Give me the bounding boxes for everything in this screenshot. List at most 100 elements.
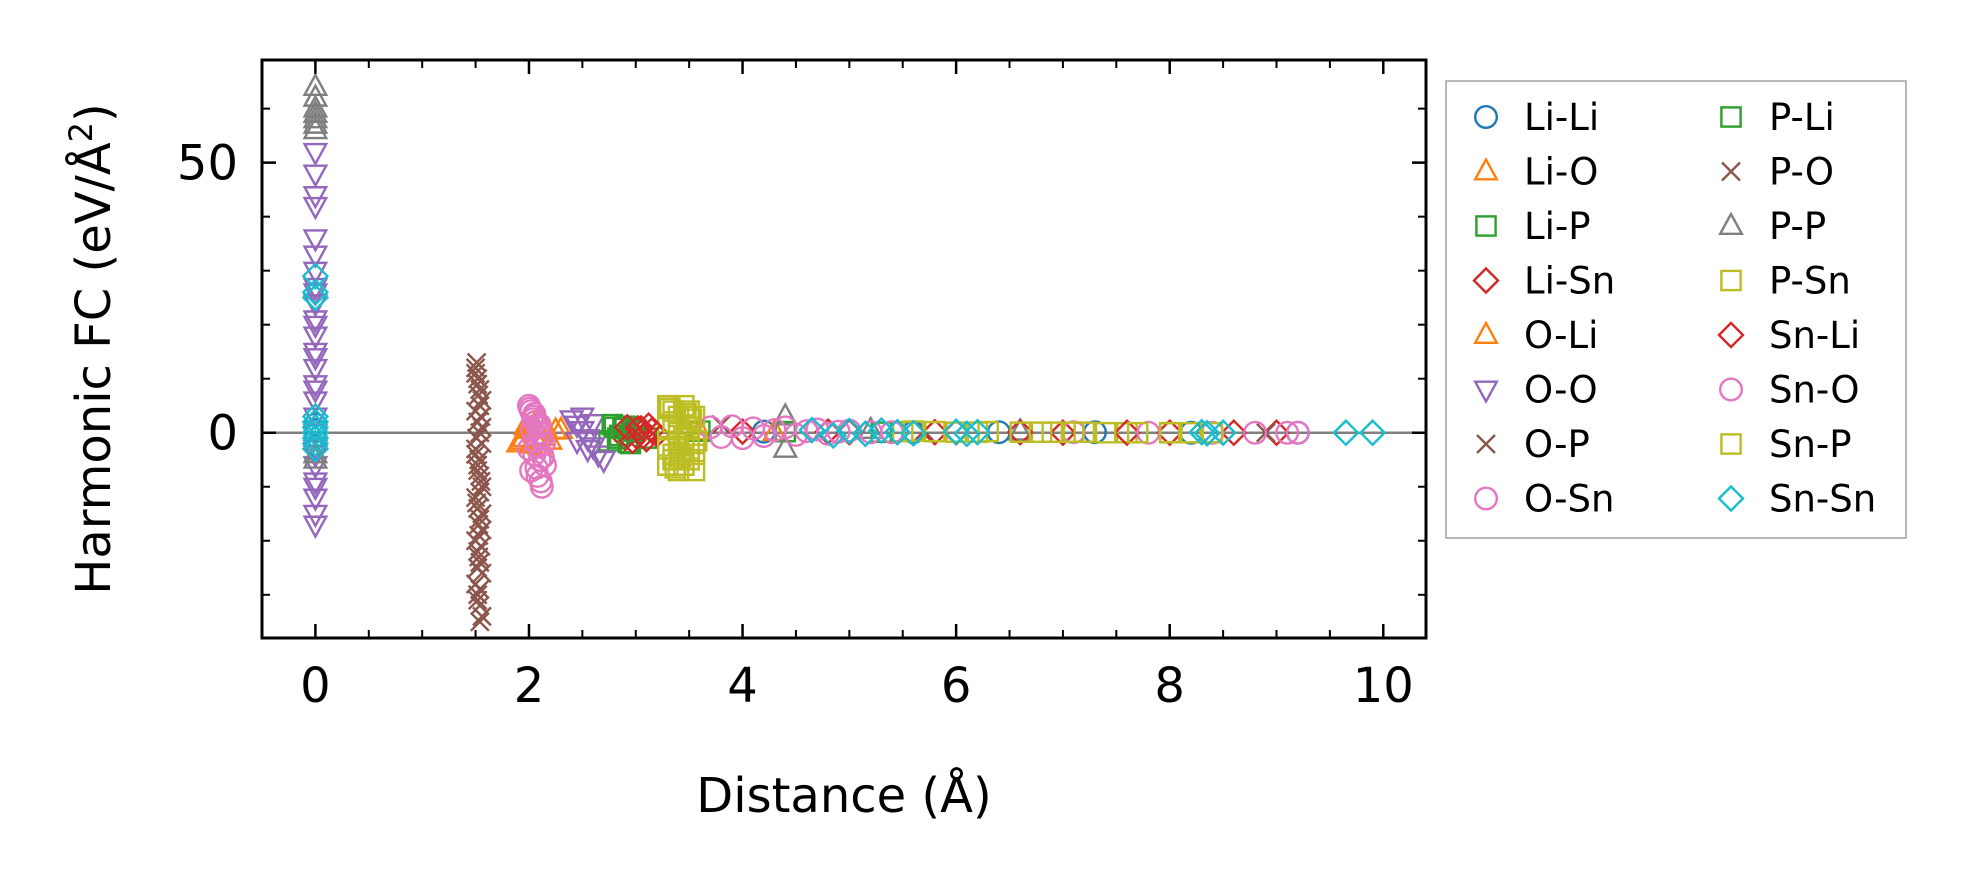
point-o-o (302, 380, 329, 405)
point-o-o (302, 142, 329, 167)
point-sn-sn (1332, 419, 1360, 447)
legend-label: Sn-Sn (1769, 478, 1876, 521)
point-o-o (302, 391, 329, 415)
legend-marker (1720, 106, 1742, 128)
point-p-o (467, 557, 488, 578)
legend-marker (1472, 266, 1500, 295)
point-o-p (472, 606, 492, 627)
point-p-o (466, 428, 487, 448)
point-o-o (302, 472, 329, 496)
point-p-p (772, 402, 799, 426)
legend-marker (1473, 320, 1499, 344)
point-p-p (1007, 417, 1034, 441)
legend-marker (1718, 211, 1744, 236)
legend-label: P-O (1769, 151, 1834, 194)
x-tick-label: 0 (300, 658, 331, 714)
point-o-o (302, 375, 329, 399)
point-o-p (472, 476, 492, 497)
point-sn-p (1094, 421, 1117, 444)
point-sn-sn (301, 262, 330, 290)
legend-marker (1476, 434, 1496, 454)
legend-label: Li-Li (1524, 96, 1599, 139)
point-sn-o (528, 469, 553, 494)
legend-label: Sn-O (1769, 369, 1859, 412)
point-p-p (302, 99, 329, 124)
point-o-o (302, 229, 329, 253)
y-axis-label: Harmonic FC (eV/Å2) (62, 103, 122, 595)
x-axis-label: Distance (Å) (696, 767, 991, 824)
point-sn-sn (301, 402, 330, 431)
series-layer (301, 72, 1387, 632)
legend-label: O-Li (1524, 314, 1598, 357)
point-sn-li (1006, 418, 1034, 446)
legend-label: O-O (1524, 369, 1598, 412)
point-p-p (302, 104, 329, 129)
point-p-p (302, 445, 329, 469)
series-p-p (302, 72, 1034, 469)
x-tick-label: 8 (1154, 658, 1185, 714)
x-tick-label: 6 (941, 658, 972, 714)
series-sn-li (613, 412, 1248, 455)
point-o-o (302, 515, 329, 540)
point-o-o (302, 245, 329, 269)
legend-label: Sn-Li (1769, 314, 1860, 357)
point-sn-o (1285, 420, 1310, 445)
point-o-o (302, 310, 329, 334)
legend-item-sn-li: Sn-Li (1717, 314, 1860, 357)
legend-label: Sn-P (1769, 423, 1852, 466)
point-sn-sn (899, 419, 928, 447)
point-p-o (471, 536, 491, 557)
point-li-sn (728, 417, 757, 446)
point-sn-o (520, 418, 545, 443)
legend-marker (1717, 484, 1745, 513)
point-sn-p (669, 446, 692, 468)
legend-item-o-li: O-Li (1473, 314, 1598, 357)
point-sn-sn (798, 416, 826, 444)
legend-label: O-Sn (1524, 478, 1614, 521)
y-tick-label: 50 (177, 136, 238, 192)
legend-item-sn-o: Sn-O (1718, 369, 1859, 412)
point-sn-sn (301, 413, 330, 442)
legend-label: P-Sn (1769, 260, 1851, 303)
legend-item-o-o: O-O (1473, 369, 1598, 412)
point-p-o (466, 352, 487, 373)
series-p-o (466, 352, 491, 632)
point-o-p (472, 390, 492, 411)
legend-item-sn-p: Sn-P (1720, 423, 1852, 466)
point-li-sn (1156, 419, 1184, 447)
point-o-o (302, 477, 329, 502)
legend-item-p-p: P-P (1718, 205, 1826, 248)
point-sn-sn (301, 429, 330, 458)
plot-frame (260, 58, 1428, 640)
point-sn-o (1275, 420, 1300, 445)
legend-marker (1473, 156, 1499, 181)
point-o-o (302, 348, 329, 372)
plot-background (262, 60, 1426, 638)
point-p-o (468, 449, 489, 470)
point-p-p (302, 115, 329, 140)
point-o-o (302, 315, 329, 340)
point-o-o (585, 445, 612, 469)
point-sn-sn (301, 278, 330, 306)
point-sn-li (1113, 419, 1141, 447)
legend-label: Li-Sn (1524, 260, 1615, 303)
point-sn-p (1062, 421, 1085, 443)
point-sn-p (1009, 421, 1032, 443)
legend-label: P-P (1769, 205, 1826, 248)
point-li-sn (1049, 419, 1077, 447)
legend-item-o-p: O-P (1476, 423, 1590, 466)
point-sn-sn (1188, 418, 1216, 446)
point-sn-sn (301, 419, 330, 447)
point-sn-p (664, 457, 687, 479)
point-p-o (468, 514, 489, 535)
point-o-o (302, 196, 329, 221)
point-sn-sn (953, 420, 981, 448)
point-p-o (471, 406, 491, 427)
legend-marker (1473, 380, 1499, 405)
legend-box (1445, 80, 1907, 539)
legend: Li-Li Li-O Li-P Li-Sn O-Li O-O O-P O-Sn P-Li P-O P… (1445, 80, 1907, 539)
point-sn-sn (851, 420, 880, 448)
point-sn-sn (963, 418, 992, 446)
x-tick-label: 4 (727, 658, 758, 714)
legend-item-li-p: Li-P (1475, 205, 1591, 248)
